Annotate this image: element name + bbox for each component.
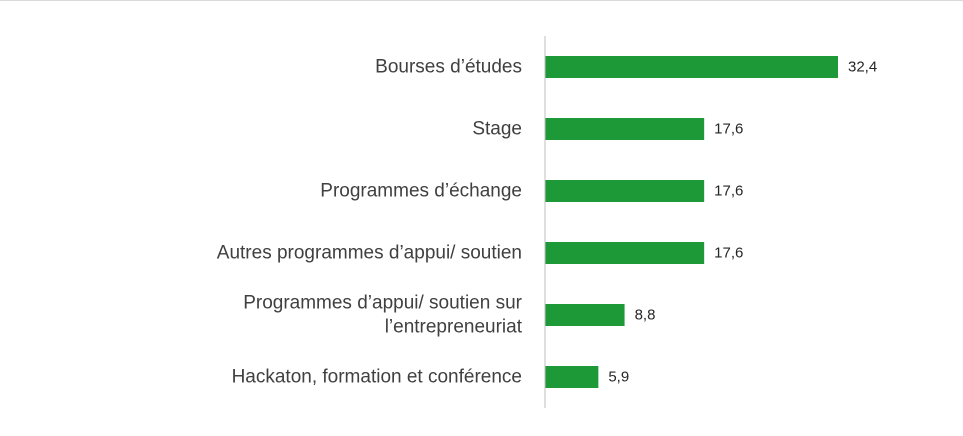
bar xyxy=(545,118,705,140)
value-label: 5,9 xyxy=(608,369,629,386)
bar xyxy=(545,242,705,264)
value-label: 17,6 xyxy=(714,183,743,200)
bar xyxy=(545,56,838,78)
category-label: Bourses d’études xyxy=(375,57,522,78)
category-label-line: Programmes d’appui/ soutien sur xyxy=(243,293,522,314)
value-label: 32,4 xyxy=(848,59,877,76)
category-label-line: l’entrepreneuriat xyxy=(385,317,523,338)
category-label: Hackaton, formation et conférence xyxy=(232,367,522,388)
category-label-line: Hackaton, formation et conférence xyxy=(232,367,522,388)
value-label: 8,8 xyxy=(635,307,656,324)
value-labels-group: 32,4 17,6 17,6 17,6 8,8 5,9 xyxy=(608,59,877,386)
category-label-line: Bourses d’études xyxy=(375,57,522,78)
category-label: Autres programmes d’appui/ soutien xyxy=(217,243,522,264)
bar xyxy=(545,304,625,326)
category-labels-group: Bourses d’études Stage Programmes d’échang… xyxy=(217,57,523,388)
category-label-line: Stage xyxy=(472,119,522,140)
category-label-line: Programmes d’échange xyxy=(320,181,522,202)
category-label: Stage xyxy=(472,119,522,140)
value-label: 17,6 xyxy=(714,121,743,138)
top-border xyxy=(0,0,963,1)
bars-group xyxy=(545,56,838,388)
category-label-line: Autres programmes d’appui/ soutien xyxy=(217,243,522,264)
category-label: Programmes d’appui/ soutien sur l’entrepr… xyxy=(243,293,523,338)
category-label: Programmes d’échange xyxy=(320,181,522,202)
bar xyxy=(545,366,599,388)
bar xyxy=(545,180,705,202)
value-label: 17,6 xyxy=(714,245,743,262)
